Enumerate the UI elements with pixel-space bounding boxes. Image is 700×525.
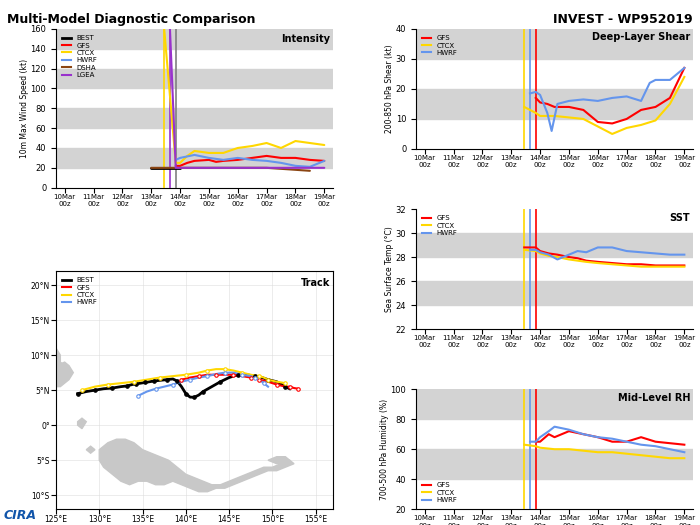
Text: Mid-Level RH: Mid-Level RH [617, 393, 690, 403]
Bar [56, 108, 333, 128]
Bar [416, 281, 693, 305]
Text: Track: Track [301, 278, 330, 288]
Polygon shape [86, 446, 95, 453]
Y-axis label: 200-850 hPa Shear (kt): 200-850 hPa Shear (kt) [385, 45, 394, 133]
Polygon shape [0, 352, 17, 369]
Bar [56, 148, 333, 168]
Polygon shape [78, 418, 86, 429]
Polygon shape [13, 411, 56, 429]
Legend: GFS, CTCX, HWRF: GFS, CTCX, HWRF [419, 479, 460, 506]
Legend: GFS, CTCX, HWRF: GFS, CTCX, HWRF [419, 213, 460, 239]
Text: SST: SST [670, 213, 690, 223]
Legend: BEST, GFS, CTCX, HWRF, DSHA, LGEA: BEST, GFS, CTCX, HWRF, DSHA, LGEA [60, 33, 100, 81]
Polygon shape [26, 362, 74, 386]
Bar [56, 29, 333, 49]
Text: INVEST - WP952019: INVEST - WP952019 [554, 13, 693, 26]
Bar [416, 389, 693, 419]
Y-axis label: 10m Max Wind Speed (kt): 10m Max Wind Speed (kt) [20, 59, 29, 158]
Bar [416, 89, 693, 119]
Polygon shape [99, 439, 294, 492]
Y-axis label: 700-500 hPa Humidity (%): 700-500 hPa Humidity (%) [380, 398, 389, 500]
Polygon shape [0, 296, 69, 380]
Bar [416, 233, 693, 257]
Bar [56, 69, 333, 88]
Text: Intensity: Intensity [281, 34, 330, 44]
Bar [416, 29, 693, 59]
Legend: BEST, GFS, CTCX, HWRF: BEST, GFS, CTCX, HWRF [60, 275, 100, 308]
Text: Multi-Model Diagnostic Comparison: Multi-Model Diagnostic Comparison [7, 13, 256, 26]
Y-axis label: Sea Surface Temp (°C): Sea Surface Temp (°C) [385, 226, 394, 312]
Text: Deep-Layer Shear: Deep-Layer Shear [592, 33, 690, 43]
Bar [416, 449, 693, 479]
Polygon shape [268, 457, 290, 464]
Legend: GFS, CTCX, HWRF: GFS, CTCX, HWRF [419, 33, 460, 59]
Text: CIRA: CIRA [4, 509, 36, 522]
